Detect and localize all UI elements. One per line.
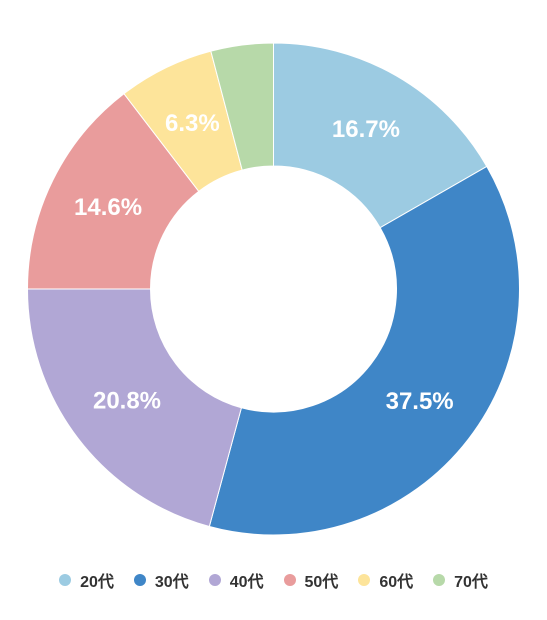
legend-item-60代: 60代 (358, 568, 413, 592)
legend-swatch (133, 574, 146, 586)
slice-label-50代: 14.6% (74, 194, 142, 221)
slice-70代 (210, 42, 274, 171)
slice-20代 (273, 42, 488, 229)
legend-swatch (59, 574, 72, 586)
legend-item-70代: 70代 (433, 568, 488, 592)
legend-item-30代: 30代 (133, 568, 189, 592)
donut-chart-plot: 16.7% 37.5% 20.8% 14.6% 6.3% (26, 42, 520, 536)
legend-label: 20代 (80, 574, 114, 591)
legend-swatch (208, 574, 221, 586)
legend-swatch (358, 574, 371, 586)
legend-item-40代: 40代 (208, 568, 264, 592)
legend-label: 30代 (154, 574, 189, 591)
legend-swatch (433, 574, 446, 586)
legend-label: 40代 (229, 574, 264, 591)
slice-30代 (208, 165, 520, 536)
slice-50代 (26, 92, 200, 290)
slice-40代 (26, 288, 243, 528)
slice-label-20代: 16.7% (332, 116, 400, 143)
legend-item-50代: 50代 (283, 568, 339, 592)
legend-label: 60代 (379, 574, 414, 591)
legend-label: 50代 (304, 574, 339, 591)
legend-label: 70代 (454, 574, 488, 591)
slice-label-30代: 37.5% (386, 388, 454, 415)
legend-swatch (283, 574, 296, 586)
slice-label-60代: 6.3% (165, 110, 220, 137)
chart-legend: 20代 30代 40代 50代 60代 70代 (0, 567, 547, 593)
legend-item-20代: 20代 (59, 568, 114, 592)
slice-label-40代: 20.8% (93, 388, 161, 415)
